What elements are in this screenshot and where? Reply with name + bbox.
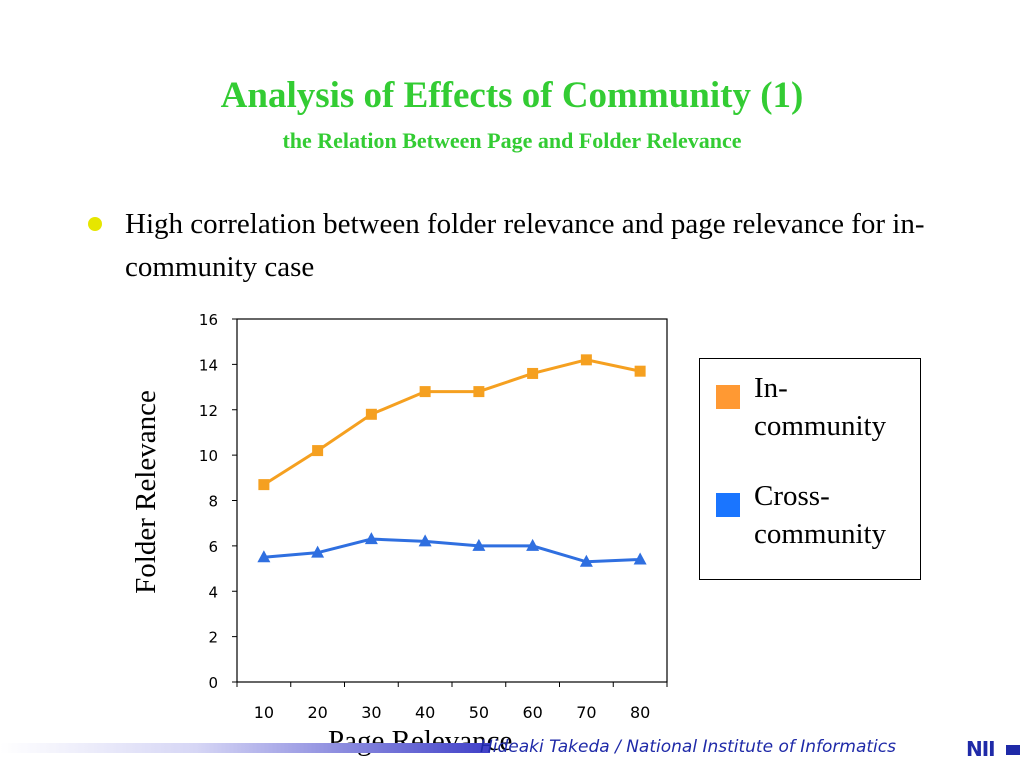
data-point-in-community	[580, 354, 592, 366]
data-point-cross-community	[526, 538, 540, 551]
legend-label-line2: community	[754, 410, 887, 442]
x-tick-label: 70	[576, 703, 596, 722]
nii-logo: NII	[966, 737, 996, 761]
series-line-in-community	[263, 358, 641, 486]
x-tick-label: 10	[254, 703, 274, 722]
data-point-cross-community	[364, 532, 378, 545]
y-tick-label: 6	[208, 538, 218, 556]
x-tick-label: 80	[630, 703, 650, 722]
y-tick-label: 4	[208, 583, 218, 601]
slide-subtitle: the Relation Between Page and Folder Rel…	[282, 128, 742, 153]
y-tick-label: 0	[208, 674, 218, 692]
x-tick-label: 20	[307, 703, 327, 722]
x-tick-label: 50	[469, 703, 489, 722]
data-point-in-community	[419, 386, 431, 398]
y-tick-label: 16	[199, 311, 218, 329]
bullet-text: High correlation between folder relevanc…	[125, 208, 925, 283]
data-point-cross-community	[472, 538, 486, 551]
data-point-cross-community	[633, 552, 647, 565]
y-tick-label: 10	[199, 447, 218, 465]
data-point-cross-community	[257, 550, 271, 563]
y-axis-label: Folder Relevance	[130, 390, 162, 594]
x-tick-label: 30	[361, 703, 381, 722]
legend-swatch-in-community	[716, 385, 740, 409]
x-tick-label: 60	[522, 703, 542, 722]
legend-label-in-community: In- community	[754, 369, 914, 445]
y-tick-label: 12	[199, 402, 218, 420]
data-point-in-community	[312, 445, 324, 457]
series-line-cross-community	[263, 537, 641, 564]
data-point-in-community	[473, 386, 485, 398]
legend-label-line1: Cross-	[754, 480, 830, 512]
legend-label-line1: In-	[754, 372, 788, 404]
bullet-dot-icon	[88, 217, 102, 231]
logo-square-icon	[1006, 745, 1020, 755]
y-tick-label: 14	[199, 356, 218, 374]
legend-label-line2: community	[754, 518, 887, 550]
footer-gradient-bar	[0, 743, 490, 753]
slide-title: Analysis of Effects of Community (1)	[220, 75, 804, 116]
data-point-in-community	[258, 479, 270, 491]
footer-credit: Hideaki Takeda / National Institute of I…	[480, 737, 896, 757]
data-point-cross-community	[418, 534, 432, 547]
data-point-in-community	[634, 365, 646, 377]
chart-legend: In- community Cross- community	[699, 358, 921, 580]
data-point-cross-community	[579, 554, 593, 567]
x-tick-label: 40	[415, 703, 435, 722]
y-tick-label: 2	[208, 629, 218, 647]
data-point-in-community	[365, 408, 377, 420]
data-point-in-community	[527, 367, 539, 379]
data-point-cross-community	[311, 545, 325, 558]
y-tick-label: 8	[208, 493, 218, 511]
legend-swatch-cross-community	[716, 493, 740, 517]
plot-area	[236, 318, 668, 683]
legend-label-cross-community: Cross- community	[754, 477, 914, 553]
